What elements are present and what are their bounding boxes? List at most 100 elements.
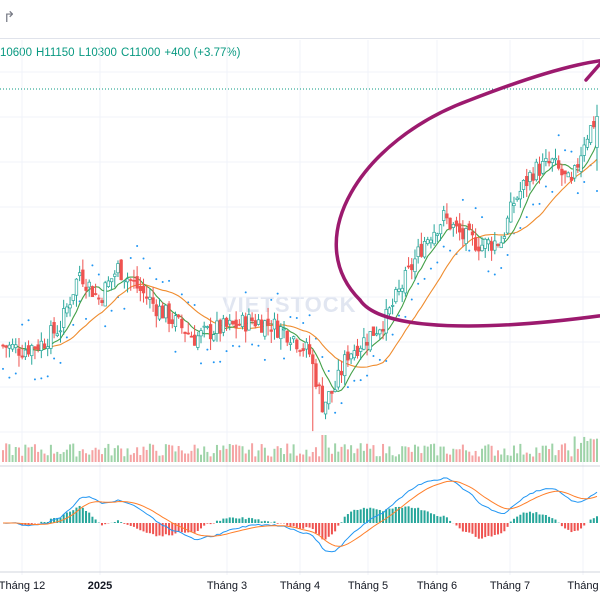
candle-body <box>410 264 414 271</box>
volume-bar <box>596 438 598 462</box>
volume-bar <box>497 450 499 462</box>
volume-bar <box>532 456 535 462</box>
candle-body <box>359 347 363 352</box>
sar-dot <box>2 367 4 370</box>
volume-bar <box>33 444 36 462</box>
volume-bar <box>180 450 183 462</box>
sar-dot <box>423 277 426 280</box>
x-label-thang-5: Tháng 5 <box>347 580 389 592</box>
macd-histogram-bar <box>398 506 400 523</box>
sar-dot <box>104 325 107 328</box>
macd-histogram-bar <box>407 506 410 523</box>
annotation-arrow <box>584 62 600 82</box>
macd-histogram-bar <box>113 522 116 523</box>
candle-body <box>560 168 564 176</box>
volume-bar <box>152 444 155 462</box>
candle-body <box>362 337 366 350</box>
volume-bar <box>391 455 394 462</box>
sar-dot <box>468 249 471 252</box>
x-label-thang-6: Tháng 6 <box>416 580 458 592</box>
volume-bar <box>516 453 519 462</box>
volume-bar <box>468 451 471 462</box>
macd-histogram-bar <box>410 507 413 523</box>
candle-body <box>461 228 465 240</box>
volume-bar <box>512 445 515 462</box>
candle-body <box>502 236 507 239</box>
candle-body <box>442 210 446 221</box>
volume-bar <box>538 452 541 462</box>
sar-dot <box>321 356 324 359</box>
volume-bar <box>560 444 563 462</box>
volume-bar <box>369 448 372 462</box>
volume-bar <box>171 445 174 462</box>
candle-body <box>199 330 203 337</box>
macd-histogram-bar <box>318 523 321 535</box>
candle-body <box>349 353 353 360</box>
macd-histogram-bar <box>56 517 59 523</box>
candle-body <box>7 344 12 349</box>
macd-histogram-bar <box>327 523 330 537</box>
macd-histogram-bar <box>330 523 333 535</box>
sar-dot <box>359 379 362 382</box>
macd-histogram-bar <box>295 523 298 528</box>
volume-bar <box>481 448 484 462</box>
volume-bar <box>200 454 202 462</box>
volume-bar <box>356 448 359 462</box>
sar-dot <box>308 314 311 317</box>
candle-body <box>125 278 130 283</box>
sar-dot <box>142 257 145 260</box>
candle-body <box>352 350 356 359</box>
volume-bar <box>592 439 595 462</box>
candle-body <box>588 125 593 143</box>
candle-body <box>592 120 596 128</box>
volume-bar <box>212 453 215 462</box>
macd-histogram-bar <box>484 523 487 538</box>
volume-bar <box>107 443 110 462</box>
macd-histogram-bar <box>353 509 356 523</box>
volume-bar <box>314 447 317 462</box>
volume-bar <box>91 450 94 462</box>
macd-histogram-bar <box>43 522 46 523</box>
candle-body <box>132 279 136 282</box>
volume-bar <box>46 455 49 462</box>
volume-bar <box>164 444 167 462</box>
candle-body <box>135 276 139 289</box>
candle-body <box>263 320 267 337</box>
volume-bar <box>69 444 72 462</box>
macd-histogram-bar <box>442 515 445 523</box>
candle-body <box>138 285 142 291</box>
candle-body <box>228 319 232 325</box>
volume-bar <box>75 456 78 462</box>
candle-body <box>10 344 15 350</box>
macd-histogram-bar <box>477 523 480 539</box>
volume-bar <box>235 444 238 462</box>
macd-histogram-bar <box>429 513 432 523</box>
volume-bar <box>487 444 490 462</box>
volume-bar <box>24 444 27 462</box>
macd-histogram-bar <box>560 523 563 527</box>
candle-body <box>432 231 436 245</box>
macd-histogram-bar <box>490 523 493 537</box>
macd-histogram-bar <box>311 523 314 530</box>
candle-body <box>100 300 104 303</box>
macd-histogram-bar <box>292 523 295 527</box>
sar-dot <box>270 298 273 301</box>
macd-histogram-bar <box>161 523 164 537</box>
volume-bar <box>445 453 448 462</box>
volume-bar <box>394 456 397 462</box>
candle-body <box>301 348 305 352</box>
redo-arrow-icon[interactable]: ↱ <box>3 9 16 26</box>
macd-histogram-bar <box>538 514 541 523</box>
candle-body <box>260 319 264 333</box>
candle-body <box>279 326 283 340</box>
candle-body <box>42 343 47 349</box>
candle-body <box>521 180 526 190</box>
macd-histogram-bar <box>88 512 91 523</box>
sar-dot <box>570 150 573 153</box>
candle-body <box>323 401 328 415</box>
macd-histogram-bar <box>592 518 595 523</box>
sar-dot <box>91 264 94 267</box>
volume-bar <box>433 443 436 462</box>
candle-body <box>154 304 158 317</box>
